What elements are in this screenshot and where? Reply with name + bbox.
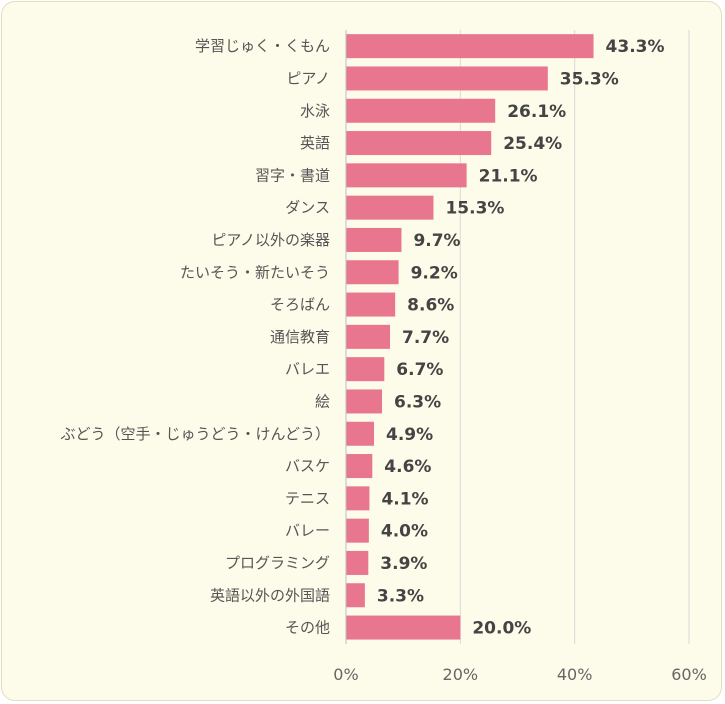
bar <box>346 195 434 220</box>
category-label: バレー <box>285 522 330 540</box>
bar <box>346 292 396 317</box>
category-label: 英語 <box>300 134 330 152</box>
bar <box>346 389 383 414</box>
x-tick-label: 0% <box>333 665 358 684</box>
category-label: そろばん <box>270 296 330 314</box>
category-label: 通信教育 <box>270 328 330 346</box>
bar <box>346 34 594 59</box>
category-label: その他 <box>285 619 330 637</box>
bar <box>346 615 461 640</box>
data-label: 21.1% <box>479 166 538 186</box>
category-label: 絵 <box>315 392 330 410</box>
data-label: 7.7% <box>402 328 449 348</box>
category-label: ピアノ <box>286 69 330 87</box>
bar <box>346 550 369 575</box>
data-label: 3.3% <box>377 586 424 606</box>
category-label: バレエ <box>285 360 330 378</box>
bar <box>346 324 391 349</box>
bar <box>346 98 496 123</box>
category-label: バスケ <box>285 457 330 475</box>
bar <box>346 227 402 252</box>
data-label: 20.0% <box>472 619 531 639</box>
bar <box>346 454 373 479</box>
data-label: 9.7% <box>413 231 460 251</box>
data-label: 3.9% <box>380 554 427 574</box>
data-label: 25.4% <box>503 134 562 154</box>
data-label: 8.6% <box>407 296 454 316</box>
category-label: ダンス <box>285 199 330 217</box>
data-label: 4.6% <box>384 457 431 477</box>
bar <box>346 583 365 608</box>
data-label: 4.9% <box>386 425 433 445</box>
bar <box>346 163 467 188</box>
category-label: 学習じゅく・くもん <box>195 37 330 55</box>
bar <box>346 421 375 446</box>
category-label: ぶどう（空手・じゅうどう・けんどう） <box>60 425 330 443</box>
data-label: 15.3% <box>445 199 504 219</box>
data-label: 4.1% <box>381 489 428 509</box>
category-label: テニス <box>285 489 330 507</box>
data-label: 4.0% <box>381 522 428 542</box>
data-label: 43.3% <box>606 37 665 57</box>
x-tick-label: 40% <box>557 665 593 684</box>
category-label: たいそう・新たいそう <box>180 263 330 281</box>
data-label: 35.3% <box>560 69 619 89</box>
bar <box>346 66 548 91</box>
data-label: 26.1% <box>507 102 566 122</box>
category-label: 習字・書道 <box>255 166 330 184</box>
data-label: 6.3% <box>394 392 441 412</box>
data-label: 6.7% <box>396 360 443 380</box>
category-label: 英語以外の外国語 <box>210 586 330 604</box>
category-label: ピアノ以外の楽器 <box>211 231 330 249</box>
x-tick-label: 20% <box>443 665 479 684</box>
bar <box>346 486 370 511</box>
category-label: プログラミング <box>225 554 330 572</box>
data-label: 9.2% <box>411 263 458 283</box>
x-tick-label: 60% <box>671 665 707 684</box>
bar <box>346 131 492 156</box>
bar <box>346 260 399 285</box>
bar <box>346 518 369 543</box>
category-label: 水泳 <box>300 102 330 120</box>
bar <box>346 357 385 382</box>
